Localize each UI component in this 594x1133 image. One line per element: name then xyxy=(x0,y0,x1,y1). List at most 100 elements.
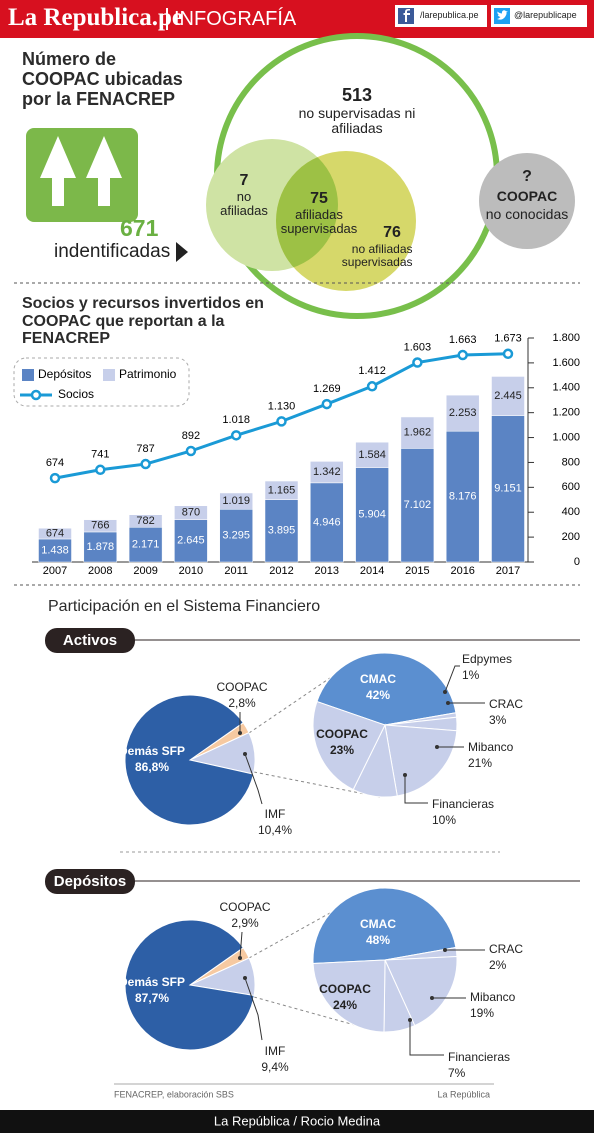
bar-label: 3.895 xyxy=(268,525,296,537)
pie-label: COOPAC xyxy=(216,680,267,694)
pie-value: 2,9% xyxy=(231,916,259,930)
leader-line xyxy=(444,665,460,693)
tab xyxy=(45,869,135,894)
legend-label: Socios xyxy=(58,387,94,401)
group-label: no afiliadas xyxy=(220,189,268,219)
line-point xyxy=(49,472,61,484)
y2-tick-label: 1.600 xyxy=(552,357,580,369)
bar-label: 7.102 xyxy=(404,499,432,511)
twitter[interactable]: @larepublicape xyxy=(514,10,577,20)
pie-label: Demás SFP xyxy=(119,975,185,989)
bar-label: 1.878 xyxy=(87,541,115,553)
line-label: 1.663 xyxy=(449,334,477,346)
facebook[interactable]: /larepublica.pe xyxy=(420,10,479,20)
bar-segment xyxy=(83,531,118,563)
pie-slice xyxy=(312,887,457,965)
facebook-box[interactable] xyxy=(395,5,487,27)
tab xyxy=(45,628,135,653)
unknown-label: no conocidas xyxy=(485,206,569,222)
bar-segment xyxy=(174,519,208,563)
bar-label: 2.645 xyxy=(177,535,205,547)
x-tick-label: 2012 xyxy=(269,565,293,577)
line-label: 1.130 xyxy=(268,400,296,412)
leader-line xyxy=(244,753,263,805)
pie-label: Mibanco xyxy=(468,740,514,754)
line-label: 741 xyxy=(91,449,109,461)
legend-point xyxy=(30,389,42,401)
line-point xyxy=(321,398,333,410)
bar-label: 2.445 xyxy=(494,390,522,402)
bar-label: 870 xyxy=(182,507,200,519)
legend-label: Patrimonio xyxy=(119,367,177,381)
legend-swatch xyxy=(22,369,34,381)
group-value: 75 xyxy=(310,190,328,207)
leader-dot xyxy=(243,976,247,980)
bar-label: 1.962 xyxy=(404,427,432,439)
twitter-glyph xyxy=(497,10,508,20)
pie-slice xyxy=(312,959,386,1033)
x-tick-label: 2008 xyxy=(88,565,112,577)
legend-label: Depósitos xyxy=(38,367,91,381)
line-label: 674 xyxy=(46,457,64,469)
bar-label: 4.946 xyxy=(313,516,341,528)
unknown-circle xyxy=(479,153,575,249)
bar-label: 1.584 xyxy=(358,449,386,461)
pie-value: 48% xyxy=(366,933,390,947)
bar-segment xyxy=(264,480,299,500)
y2-tick-label: 0 xyxy=(574,556,580,568)
pie-label: Financieras xyxy=(448,1050,510,1064)
bar-segment xyxy=(310,461,344,484)
bar-label: 2.171 xyxy=(132,539,160,551)
pie-label: CRAC xyxy=(489,942,523,956)
pie-value: 10% xyxy=(432,813,456,827)
connector xyxy=(248,677,331,734)
pie-label: COOPAC xyxy=(316,727,368,741)
bar-segment xyxy=(445,430,480,563)
leader-line xyxy=(409,1020,444,1056)
bar-segment xyxy=(355,441,389,468)
tab-label: Activos xyxy=(63,632,117,649)
pie-slice xyxy=(316,652,457,726)
pie-value: 2,8% xyxy=(228,696,256,710)
arrow xyxy=(176,242,188,262)
y2-tick-label: 1.000 xyxy=(552,431,580,443)
pie-value: 87,7% xyxy=(135,991,169,1005)
pie-value: 21% xyxy=(468,756,492,770)
venn-overlap xyxy=(276,151,338,271)
bar-label: 1.438 xyxy=(41,544,69,556)
leader-dot xyxy=(435,745,439,749)
leader-dot xyxy=(403,773,407,777)
line-label: 1.673 xyxy=(494,333,522,345)
bar-label: 1.342 xyxy=(313,466,341,478)
pie-slice xyxy=(124,919,255,1051)
y2-tick-label: 1.400 xyxy=(552,382,580,394)
bar-segment xyxy=(491,376,525,416)
pie-label: CMAC xyxy=(360,672,396,686)
x-tick-label: 2016 xyxy=(450,565,474,577)
x-tick-label: 2017 xyxy=(496,565,520,577)
bar-label: 1.165 xyxy=(268,484,296,496)
trees xyxy=(40,136,122,206)
twitter-box[interactable] xyxy=(491,5,587,27)
leader-line xyxy=(244,977,263,1041)
x-tick-label: 2015 xyxy=(405,565,429,577)
section: INFOGRAFÍA xyxy=(166,8,296,30)
x-tick-label: 2014 xyxy=(360,565,384,577)
pie-label: COOPAC xyxy=(219,900,270,914)
bar-label: 5.904 xyxy=(358,509,386,521)
line-point xyxy=(185,445,197,457)
pie-value: 2% xyxy=(489,958,507,972)
pie-label: Demás SFP xyxy=(119,744,185,758)
census-title: Número de COOPAC ubicadas por la FENACRE… xyxy=(22,49,183,109)
line-point xyxy=(276,416,287,427)
pie-slice xyxy=(312,700,386,791)
group-value: 513 xyxy=(341,85,373,105)
y2-tick-label: 600 xyxy=(562,481,580,493)
leader-dot xyxy=(443,690,447,694)
line-point xyxy=(230,430,242,441)
line-point xyxy=(366,381,378,392)
y2-tick-label: 400 xyxy=(562,506,580,518)
tab-label: Depósitos xyxy=(54,873,127,890)
pie-value: 42% xyxy=(366,688,390,702)
y2-tick-label: 1.200 xyxy=(552,407,580,419)
